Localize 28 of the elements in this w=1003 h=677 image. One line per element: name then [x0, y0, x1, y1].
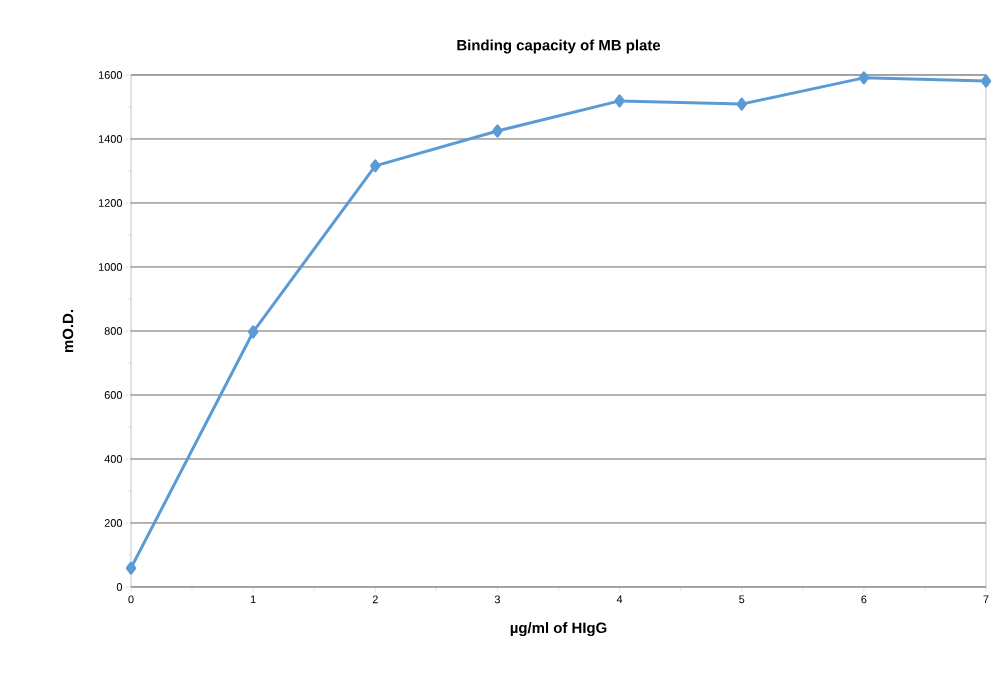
x-axis-title: µg/ml of HIgG: [510, 622, 607, 637]
x-tick-label: 4: [616, 595, 623, 604]
y-tick-label: 200: [104, 519, 123, 527]
point: [736, 97, 747, 111]
y-tick-label: 1000: [98, 263, 123, 271]
x-tick-label: 6: [861, 595, 867, 604]
y-axis-title: mO.D.: [62, 310, 74, 352]
y-tick-label: 1400: [98, 135, 123, 143]
y-tick-label: 1200: [98, 199, 123, 207]
point: [370, 159, 381, 173]
point: [247, 325, 259, 339]
point: [492, 124, 503, 138]
x-tick-label: 0: [128, 595, 134, 604]
x-tick-label: 7: [983, 595, 989, 604]
y-tick-label: 800: [104, 327, 123, 335]
y-tick-label: 1600: [98, 71, 123, 79]
y-tick-label: 0: [116, 583, 123, 591]
x-tick-label: 2: [372, 595, 378, 604]
point: [858, 71, 870, 85]
point: [614, 94, 625, 108]
x-tick-label: 1: [250, 595, 256, 604]
point: [125, 561, 137, 575]
x-tick-label: 3: [494, 595, 500, 604]
x-tick-label: 5: [739, 595, 745, 604]
point: [980, 74, 992, 88]
y-tick-label: 400: [104, 455, 123, 463]
y-tick-label: 600: [104, 391, 123, 399]
chart-title: Binding capacity of MB plate: [457, 39, 661, 54]
